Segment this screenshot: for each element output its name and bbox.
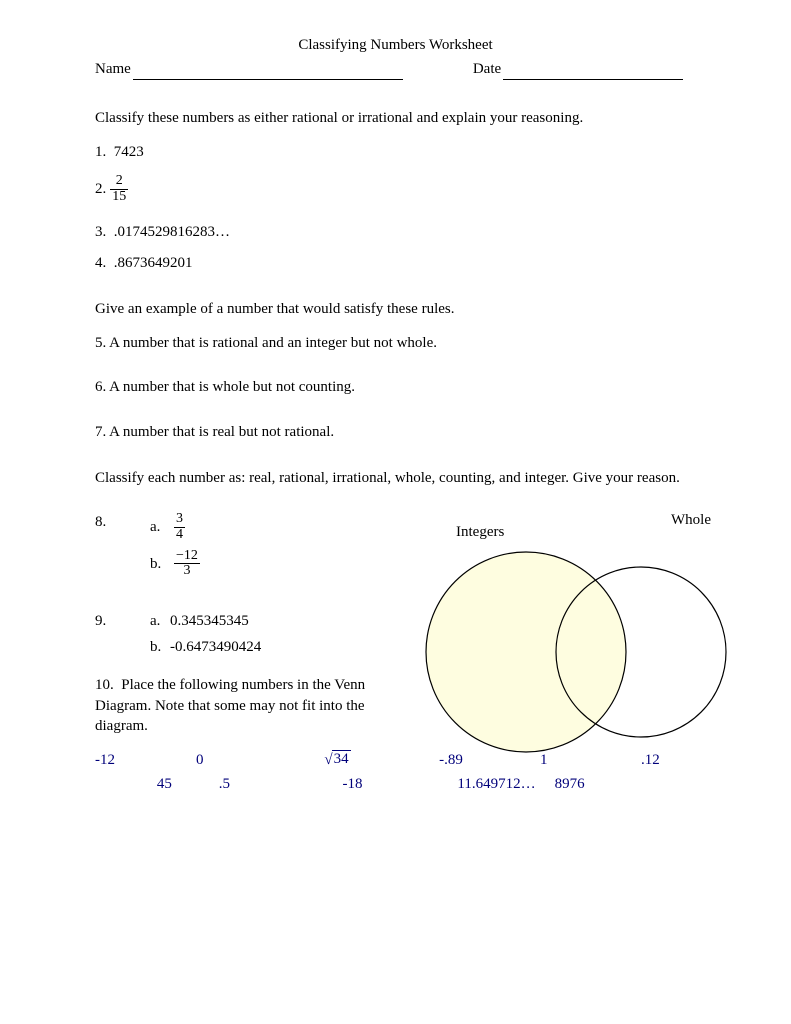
q2-numerator: 2 (110, 174, 128, 189)
q8a-numerator: 3 (174, 512, 185, 527)
q8b-denominator: 3 (174, 563, 200, 579)
q8b-fraction: −12 3 (174, 549, 200, 579)
spacer (403, 59, 473, 79)
worksheet-page: Classifying Numbers Worksheet Name Date … (0, 0, 791, 1024)
q8a-fraction: 3 4 (174, 512, 185, 542)
q9b-text: -0.6473490424 (170, 637, 261, 657)
q9a-label: a. (150, 611, 170, 631)
instruction-2: Give an example of a number that would s… (95, 299, 696, 319)
q9-subitems: a. 0.345345345 b. -0.6473490424 (150, 611, 261, 664)
q8a-label: a. (150, 517, 170, 537)
q10-text: Place the following numbers in the Venn … (95, 677, 365, 734)
q8b: b. −12 3 (150, 549, 200, 579)
question-6: 6. A number that is whole but not counti… (95, 377, 696, 397)
q10-num: 10. (95, 677, 114, 693)
number-value: .5 (219, 774, 343, 794)
venn-label-integers: Integers (456, 522, 504, 542)
question-2: 2. 2 15 (95, 174, 696, 204)
number-value: -12 (95, 750, 196, 770)
question-1: 1. 7423 (95, 142, 696, 162)
question-7: 7. A number that is real but not rationa… (95, 422, 696, 442)
venn-svg (416, 512, 736, 782)
bottom-section: 8. a. 3 4 b. −12 3 (95, 512, 696, 795)
q3-num: 3. (95, 224, 106, 240)
q1-text: 7423 (114, 144, 144, 160)
question-3: 3. .0174529816283… (95, 222, 696, 242)
q8a: a. 3 4 (150, 512, 200, 542)
q9-num: 9. (95, 611, 150, 631)
instruction-1: Classify these numbers as either rationa… (95, 108, 696, 128)
q9a-text: 0.345345345 (170, 611, 249, 631)
q2-fraction: 2 15 (110, 174, 128, 204)
q9b-label: b. (150, 637, 170, 657)
q8b-label: b. (150, 554, 170, 574)
q8-subitems: a. 3 4 b. −12 3 (150, 512, 200, 585)
q2-denominator: 15 (110, 189, 128, 205)
q1-num: 1. (95, 144, 106, 160)
instruction-3: Classify each number as: real, rational,… (95, 468, 696, 488)
q9a: a. 0.345345345 (150, 611, 261, 631)
q2-num: 2. (95, 179, 106, 199)
date-blank[interactable] (503, 59, 683, 79)
number-value: 0 (196, 750, 324, 770)
venn-label-whole: Whole (671, 510, 711, 530)
question-4: 4. .8673649201 (95, 253, 696, 273)
question-10: 10. Place the following numbers in the V… (95, 675, 395, 736)
name-label: Name (95, 59, 131, 79)
date-label: Date (473, 59, 501, 79)
q3-text: .0174529816283… (114, 224, 230, 240)
question-5: 5. A number that is rational and an inte… (95, 333, 696, 353)
q8-num: 8. (95, 512, 150, 532)
number-value: 45 (157, 774, 219, 794)
q8a-denominator: 4 (174, 527, 185, 543)
venn-diagram: Integers Whole (416, 512, 736, 782)
venn-circle-integers (426, 552, 626, 752)
worksheet-title: Classifying Numbers Worksheet (95, 35, 696, 55)
q4-num: 4. (95, 255, 106, 271)
q9b: b. -0.6473490424 (150, 637, 261, 657)
q8b-numerator: −12 (174, 549, 200, 564)
q4-text: .8673649201 (114, 255, 193, 271)
name-date-row: Name Date (95, 59, 696, 79)
name-blank[interactable] (133, 59, 403, 79)
